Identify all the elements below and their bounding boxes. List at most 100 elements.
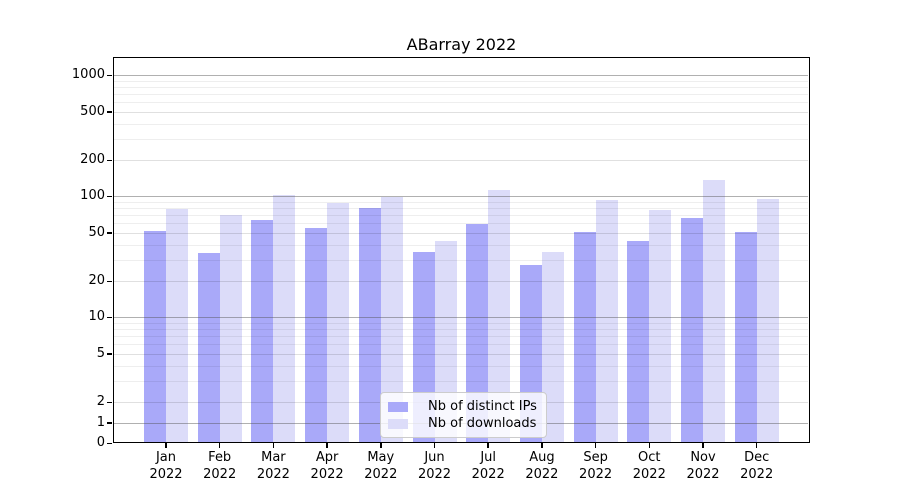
xtick-month: Jun	[424, 450, 445, 465]
bar-downloads-feb	[219, 215, 242, 443]
ytick-5	[107, 353, 112, 355]
gridline-90	[114, 201, 808, 203]
ytick-label-500: 500	[80, 103, 105, 119]
bar-downloads-nov	[703, 179, 725, 443]
xtick-jul	[487, 443, 489, 448]
chart-title: ABarray 2022	[406, 35, 517, 54]
ytick-1000	[107, 74, 112, 77]
gridline-6	[114, 344, 808, 346]
gridline-4	[114, 365, 808, 367]
bar-ips-jan	[144, 230, 166, 443]
xtick-month: Sep	[583, 450, 608, 465]
gridline-9	[114, 322, 808, 324]
gridline-100	[114, 196, 808, 198]
gridline-50	[114, 232, 808, 234]
xtick-month: Mar	[261, 450, 286, 465]
legend: Nb of distinct IPs Nb of downloads	[380, 392, 547, 438]
xtick-aug	[541, 443, 543, 448]
gridline-7	[114, 336, 808, 338]
bar-downloads-sep	[595, 200, 618, 443]
xtick-year: 2022	[471, 467, 505, 482]
bar-ips-oct	[627, 240, 650, 443]
xtick-month: Oct	[638, 450, 661, 465]
xtick-month: Dec	[744, 450, 770, 465]
gridline-400	[114, 123, 808, 125]
ytick-label-0: 0	[96, 435, 105, 450]
gridline-1000	[114, 75, 808, 77]
xtick-year: 2022	[417, 467, 452, 482]
gridline-60	[114, 223, 808, 225]
xtick-label-jan: Jan 2022	[134, 449, 198, 483]
ytick-2	[107, 401, 112, 403]
gridline-300	[114, 138, 808, 140]
xtick-label-feb: Feb 2022	[188, 449, 252, 483]
xtick-month: Nov	[690, 450, 716, 465]
ytick-50	[107, 232, 112, 234]
ytick-10	[107, 316, 112, 319]
bar-ips-sep	[573, 231, 596, 443]
xtick-label-nov: Nov 2022	[671, 449, 735, 483]
xtick-year: 2022	[203, 467, 237, 482]
bar-downloads-aug	[541, 251, 564, 443]
xtick-sep	[594, 443, 597, 448]
xtick-mar	[272, 443, 275, 448]
bar-ips-nov	[681, 218, 703, 443]
xtick-year: 2022	[364, 467, 398, 482]
ytick-label-20: 20	[88, 273, 105, 288]
bar-ips-mar	[251, 219, 274, 443]
ytick-label-50: 50	[88, 224, 105, 240]
bar-downloads-mar	[273, 194, 296, 443]
xtick-apr	[326, 443, 328, 448]
xtick-label-jun: Jun 2022	[403, 449, 467, 483]
xtick-year: 2022	[525, 467, 559, 482]
gridline-200	[114, 160, 808, 161]
xtick-year: 2022	[632, 467, 666, 482]
xtick-year: 2022	[579, 467, 613, 482]
xtick-may	[380, 443, 382, 448]
xtick-feb	[218, 443, 221, 448]
legend-swatch-downloads	[388, 418, 408, 429]
legend-swatch-distinct-ips	[388, 401, 408, 412]
gridline-70	[114, 215, 808, 217]
legend-label-distinct-ips: Nb of distinct IPs	[428, 399, 537, 414]
xtick-month: Jul	[480, 450, 497, 465]
ytick-label-100: 100	[80, 188, 105, 204]
bar-ips-jul	[466, 224, 489, 443]
gridline-40	[114, 244, 808, 246]
xtick-year: 2022	[256, 467, 290, 482]
xtick-label-sep: Sep 2022	[564, 449, 628, 483]
xtick-dec	[755, 443, 758, 448]
xtick-label-mar: Mar 2022	[241, 449, 305, 483]
ytick-label-10: 10	[88, 309, 105, 325]
ytick-100	[107, 195, 112, 198]
xtick-year: 2022	[686, 467, 720, 482]
bar-ips-apr	[305, 227, 328, 443]
gridline-900	[114, 80, 808, 82]
xtick-nov	[702, 443, 704, 448]
gridline-8	[114, 329, 808, 331]
xtick-oct	[648, 443, 651, 448]
xtick-label-apr: Apr 2022	[295, 449, 359, 483]
gridline-600	[114, 102, 808, 104]
xtick-year: 2022	[310, 467, 344, 482]
xtick-month: Aug	[529, 450, 555, 465]
legend-item-downloads: Nb of downloads	[388, 415, 539, 432]
ytick-label-200: 200	[80, 152, 105, 167]
ytick-label-2: 2	[96, 394, 105, 409]
ytick-label-1000: 1000	[71, 67, 105, 83]
ytick-1	[107, 422, 112, 424]
xtick-label-may: May 2022	[349, 449, 413, 483]
gridline-700	[114, 94, 808, 96]
bar-downloads-jul	[488, 190, 511, 443]
gridline-5	[114, 353, 808, 355]
xtick-month: May	[367, 450, 395, 465]
xtick-year: 2022	[740, 467, 774, 482]
bar-downloads-oct	[649, 210, 672, 443]
xtick-label-aug: Aug 2022	[510, 449, 574, 483]
ytick-200	[107, 159, 112, 161]
xtick-jan	[165, 443, 167, 448]
xtick-month: Jan	[155, 450, 177, 465]
bar-ips-feb	[197, 253, 220, 443]
ytick-20	[107, 280, 112, 282]
